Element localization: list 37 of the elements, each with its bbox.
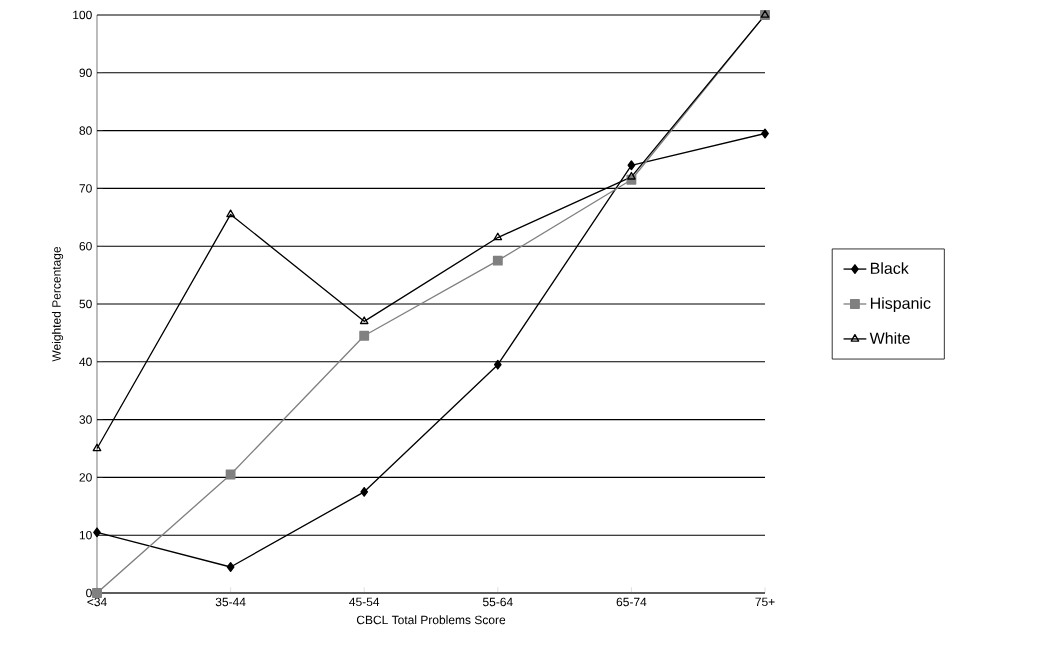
- y-tick-label: 20: [79, 473, 92, 482]
- point: [92, 443, 102, 452]
- x-tick-label: 55-64: [482, 597, 513, 607]
- x-axis-title: CBCL Total Problems Score: [356, 615, 506, 625]
- y-axis-title: Weighted Percentage: [51, 246, 64, 362]
- point: [226, 562, 235, 572]
- x-tick-label: 65-74: [616, 597, 647, 607]
- y-tick-label: 50: [79, 299, 92, 309]
- legend-label: Black: [870, 262, 909, 275]
- point: [226, 209, 235, 218]
- point: [493, 359, 502, 370]
- y-tick-label: 100: [73, 10, 92, 20]
- y-tick-label: 10: [79, 530, 92, 540]
- point: [359, 316, 369, 325]
- y-tick-label: 80: [79, 126, 92, 135]
- legend-label: Hispanic: [870, 297, 931, 313]
- y-tick-label: 30: [79, 415, 92, 424]
- point: [627, 171, 636, 180]
- point: [761, 128, 769, 139]
- point: [359, 330, 370, 341]
- y-tick-label: 70: [79, 184, 92, 193]
- x-tick-label: 75+: [755, 597, 775, 607]
- point: [627, 160, 636, 171]
- legend-label: White: [869, 332, 910, 344]
- y-tick-label: 90: [79, 68, 92, 78]
- y-tick-label: 60: [79, 241, 92, 251]
- point: [225, 469, 236, 480]
- point: [92, 588, 102, 598]
- x-tick-label: 45-54: [349, 597, 380, 607]
- y-tick-label: 0: [86, 588, 92, 598]
- y-tick-label: 40: [79, 357, 92, 367]
- x-tick-label: 35-44: [215, 597, 246, 607]
- point: [360, 486, 369, 497]
- point: [493, 232, 503, 241]
- x-tick-label: <34: [87, 597, 107, 607]
- point: [93, 527, 101, 538]
- point: [492, 255, 503, 266]
